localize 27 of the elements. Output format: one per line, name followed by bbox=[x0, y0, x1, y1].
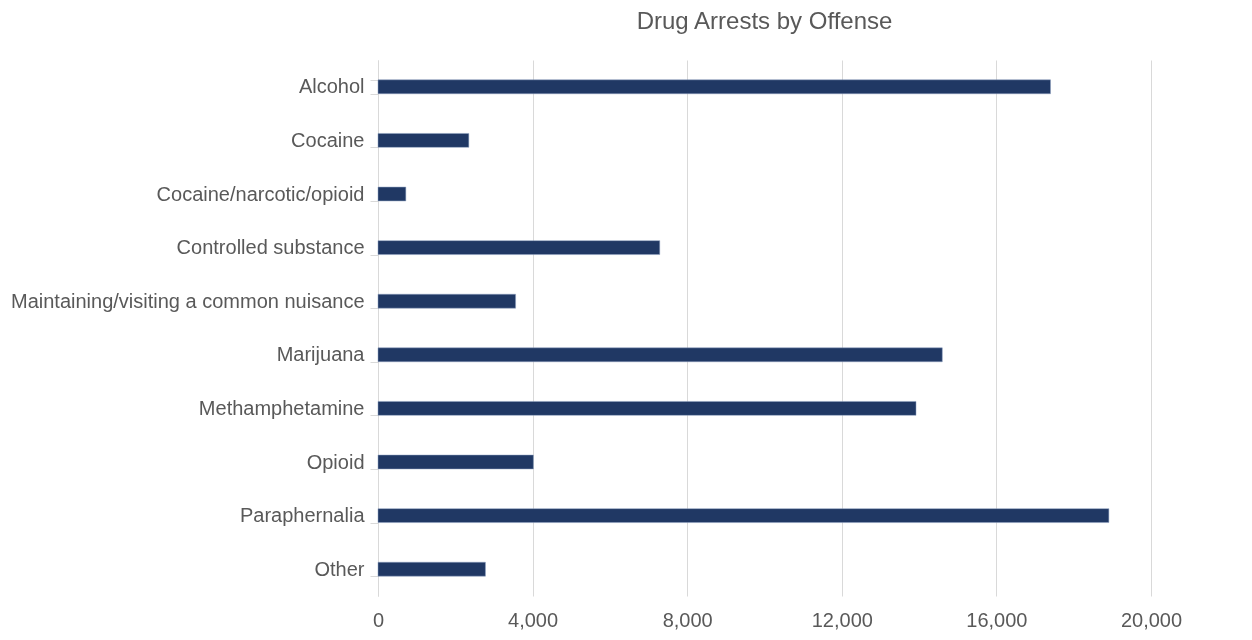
bar bbox=[377, 240, 661, 255]
bar bbox=[377, 508, 1110, 523]
bar bbox=[377, 401, 917, 416]
y-tick-label: Controlled substance bbox=[176, 236, 365, 259]
y-tick-label: Alcohol bbox=[298, 75, 365, 98]
x-tick-label: 8,000 bbox=[662, 608, 713, 631]
y-tick-label: Maintaining/visiting a common nuisance bbox=[10, 289, 365, 312]
chart-title: Drug Arrests by Offense bbox=[636, 7, 893, 34]
bar bbox=[377, 347, 943, 363]
x-tick-label: 0 bbox=[372, 608, 385, 631]
y-tick-label: Other bbox=[314, 557, 365, 580]
x-tick-label: 16,000 bbox=[966, 608, 1028, 631]
bar bbox=[377, 133, 470, 148]
bar bbox=[377, 454, 534, 470]
x-tick-label: 20,000 bbox=[1120, 608, 1183, 631]
y-tick-label: Cocaine/narcotic/opioid bbox=[156, 182, 365, 205]
bar bbox=[377, 79, 1051, 95]
y-tick-label: Marijuana bbox=[276, 343, 366, 366]
x-tick-label: 12,000 bbox=[811, 608, 873, 631]
bar bbox=[377, 186, 407, 202]
x-tick-label: 4,000 bbox=[508, 608, 559, 631]
y-tick-label: Cocaine bbox=[291, 128, 365, 151]
bar bbox=[377, 293, 516, 309]
y-tick-label: Opioid bbox=[306, 450, 365, 473]
bar bbox=[377, 561, 486, 577]
y-tick-label: Methamphetamine bbox=[198, 396, 365, 419]
y-tick-label: Paraphernalia bbox=[239, 504, 366, 527]
